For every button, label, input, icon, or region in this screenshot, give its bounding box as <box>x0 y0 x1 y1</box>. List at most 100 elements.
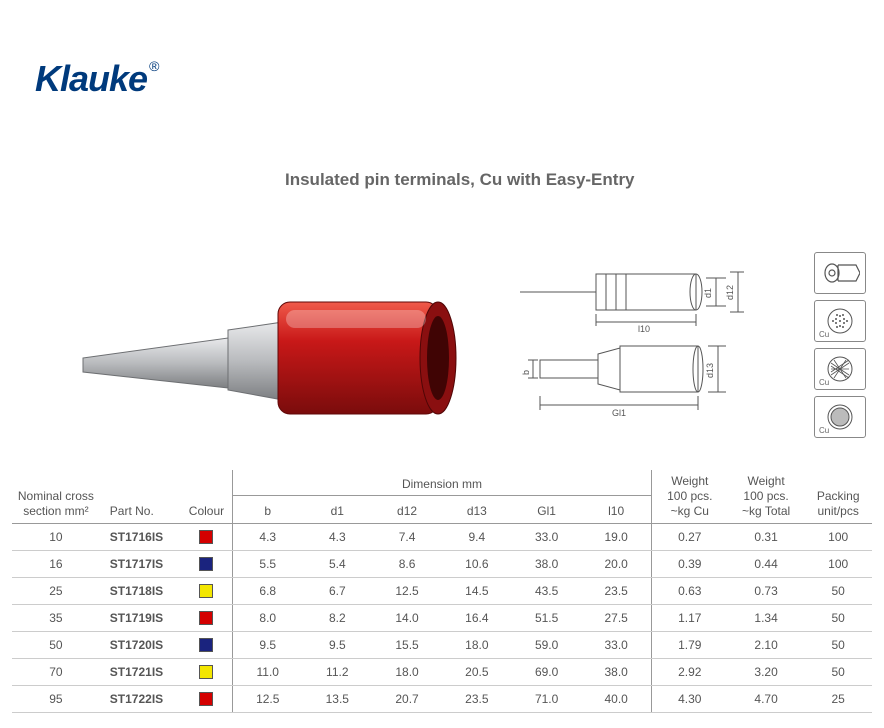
cell-ncs: 50 <box>12 632 100 659</box>
cell-d12: 15.5 <box>372 632 442 659</box>
th-b: b <box>233 495 303 523</box>
dim-b-label: b <box>521 370 531 375</box>
colour-swatch <box>199 611 213 625</box>
th-d1: d1 <box>302 495 372 523</box>
th-ncs-2: section mm² <box>23 504 88 518</box>
cu-label: Cu <box>818 378 830 387</box>
cell-d13: 20.5 <box>442 659 512 686</box>
th-d13: d13 <box>442 495 512 523</box>
cell-gl1: 43.5 <box>512 578 582 605</box>
terminal-type-icon <box>814 252 866 294</box>
cell-wcu: 1.17 <box>651 605 728 632</box>
th-ncs-1: Nominal cross <box>18 489 94 503</box>
table-row: 25ST1718IS6.86.712.514.543.523.50.630.73… <box>12 578 872 605</box>
cell-ncs: 25 <box>12 578 100 605</box>
cell-l10: 40.0 <box>582 686 652 713</box>
cell-colour <box>181 632 233 659</box>
cell-wtot: 1.34 <box>728 605 805 632</box>
cell-ncs: 35 <box>12 605 100 632</box>
cell-gl1: 69.0 <box>512 659 582 686</box>
cell-b: 8.0 <box>233 605 303 632</box>
cell-d12: 8.6 <box>372 551 442 578</box>
cell-d13: 18.0 <box>442 632 512 659</box>
cell-pack: 100 <box>804 551 872 578</box>
th-dim-group: Dimension mm <box>233 470 652 495</box>
cell-partno: ST1722IS <box>100 686 181 713</box>
cell-partno: ST1717IS <box>100 551 181 578</box>
table-row: 50ST1720IS9.59.515.518.059.033.01.792.10… <box>12 632 872 659</box>
cell-d12: 18.0 <box>372 659 442 686</box>
cell-l10: 19.0 <box>582 524 652 551</box>
cell-gl1: 33.0 <box>512 524 582 551</box>
cell-wcu: 1.79 <box>651 632 728 659</box>
cell-wcu: 2.92 <box>651 659 728 686</box>
th-l10: l10 <box>582 495 652 523</box>
cell-d1: 13.5 <box>302 686 372 713</box>
cell-colour <box>181 605 233 632</box>
cu-label: Cu <box>818 330 830 339</box>
cell-d13: 9.4 <box>442 524 512 551</box>
th-colour: Colour <box>181 470 233 524</box>
cell-b: 11.0 <box>233 659 303 686</box>
strand-medium-icon: Cu <box>814 348 866 390</box>
cell-colour <box>181 524 233 551</box>
th-w2c: ~kg Total <box>742 504 790 518</box>
cell-wtot: 0.31 <box>728 524 805 551</box>
cell-l10: 20.0 <box>582 551 652 578</box>
cell-wcu: 4.30 <box>651 686 728 713</box>
cell-d12: 20.7 <box>372 686 442 713</box>
spec-table: Nominal cross section mm² Part No. Colou… <box>12 470 872 713</box>
th-pack1: Packing <box>817 489 860 503</box>
cell-gl1: 51.5 <box>512 605 582 632</box>
colour-swatch <box>199 665 213 679</box>
cell-pack: 50 <box>804 659 872 686</box>
cell-d13: 14.5 <box>442 578 512 605</box>
cell-wtot: 3.20 <box>728 659 805 686</box>
cell-gl1: 59.0 <box>512 632 582 659</box>
cell-wtot: 2.10 <box>728 632 805 659</box>
cell-pack: 50 <box>804 605 872 632</box>
colour-swatch <box>199 557 213 571</box>
cell-l10: 33.0 <box>582 632 652 659</box>
brand-name: Klauke <box>35 58 147 100</box>
cell-partno: ST1720IS <box>100 632 181 659</box>
cell-colour <box>181 659 233 686</box>
dim-d13-label: d13 <box>705 363 715 378</box>
dim-d1-label: d1 <box>703 288 713 298</box>
colour-swatch <box>199 530 213 544</box>
cell-colour <box>181 578 233 605</box>
cell-colour <box>181 686 233 713</box>
cell-l10: 38.0 <box>582 659 652 686</box>
th-pack2: unit/pcs <box>818 504 859 518</box>
cell-d1: 6.7 <box>302 578 372 605</box>
cell-d1: 11.2 <box>302 659 372 686</box>
cell-d1: 4.3 <box>302 524 372 551</box>
cell-b: 9.5 <box>233 632 303 659</box>
table-row: 16ST1717IS5.55.48.610.638.020.00.390.441… <box>12 551 872 578</box>
cell-ncs: 95 <box>12 686 100 713</box>
cell-ncs: 70 <box>12 659 100 686</box>
technical-drawing: d1 d12 l10 b d13 <box>520 268 760 428</box>
cell-b: 4.3 <box>233 524 303 551</box>
registered-mark: ® <box>149 58 159 74</box>
th-w2b: 100 pcs. <box>743 489 788 503</box>
cell-gl1: 38.0 <box>512 551 582 578</box>
cell-pack: 50 <box>804 632 872 659</box>
cell-l10: 23.5 <box>582 578 652 605</box>
th-part: Part No. <box>100 470 181 524</box>
brand-logo: Klauke® <box>35 58 159 100</box>
strand-solid-icon: Cu <box>814 396 866 438</box>
cell-ncs: 16 <box>12 551 100 578</box>
cell-pack: 100 <box>804 524 872 551</box>
dim-l10-label: l10 <box>638 324 650 334</box>
colour-swatch <box>199 692 213 706</box>
cell-d13: 23.5 <box>442 686 512 713</box>
cell-l10: 27.5 <box>582 605 652 632</box>
colour-swatch <box>199 638 213 652</box>
cell-d12: 7.4 <box>372 524 442 551</box>
cell-pack: 50 <box>804 578 872 605</box>
cell-partno: ST1716IS <box>100 524 181 551</box>
th-w1b: 100 pcs. <box>667 489 712 503</box>
dim-gl1-label: Gl1 <box>612 408 626 418</box>
th-gl1: Gl1 <box>512 495 582 523</box>
